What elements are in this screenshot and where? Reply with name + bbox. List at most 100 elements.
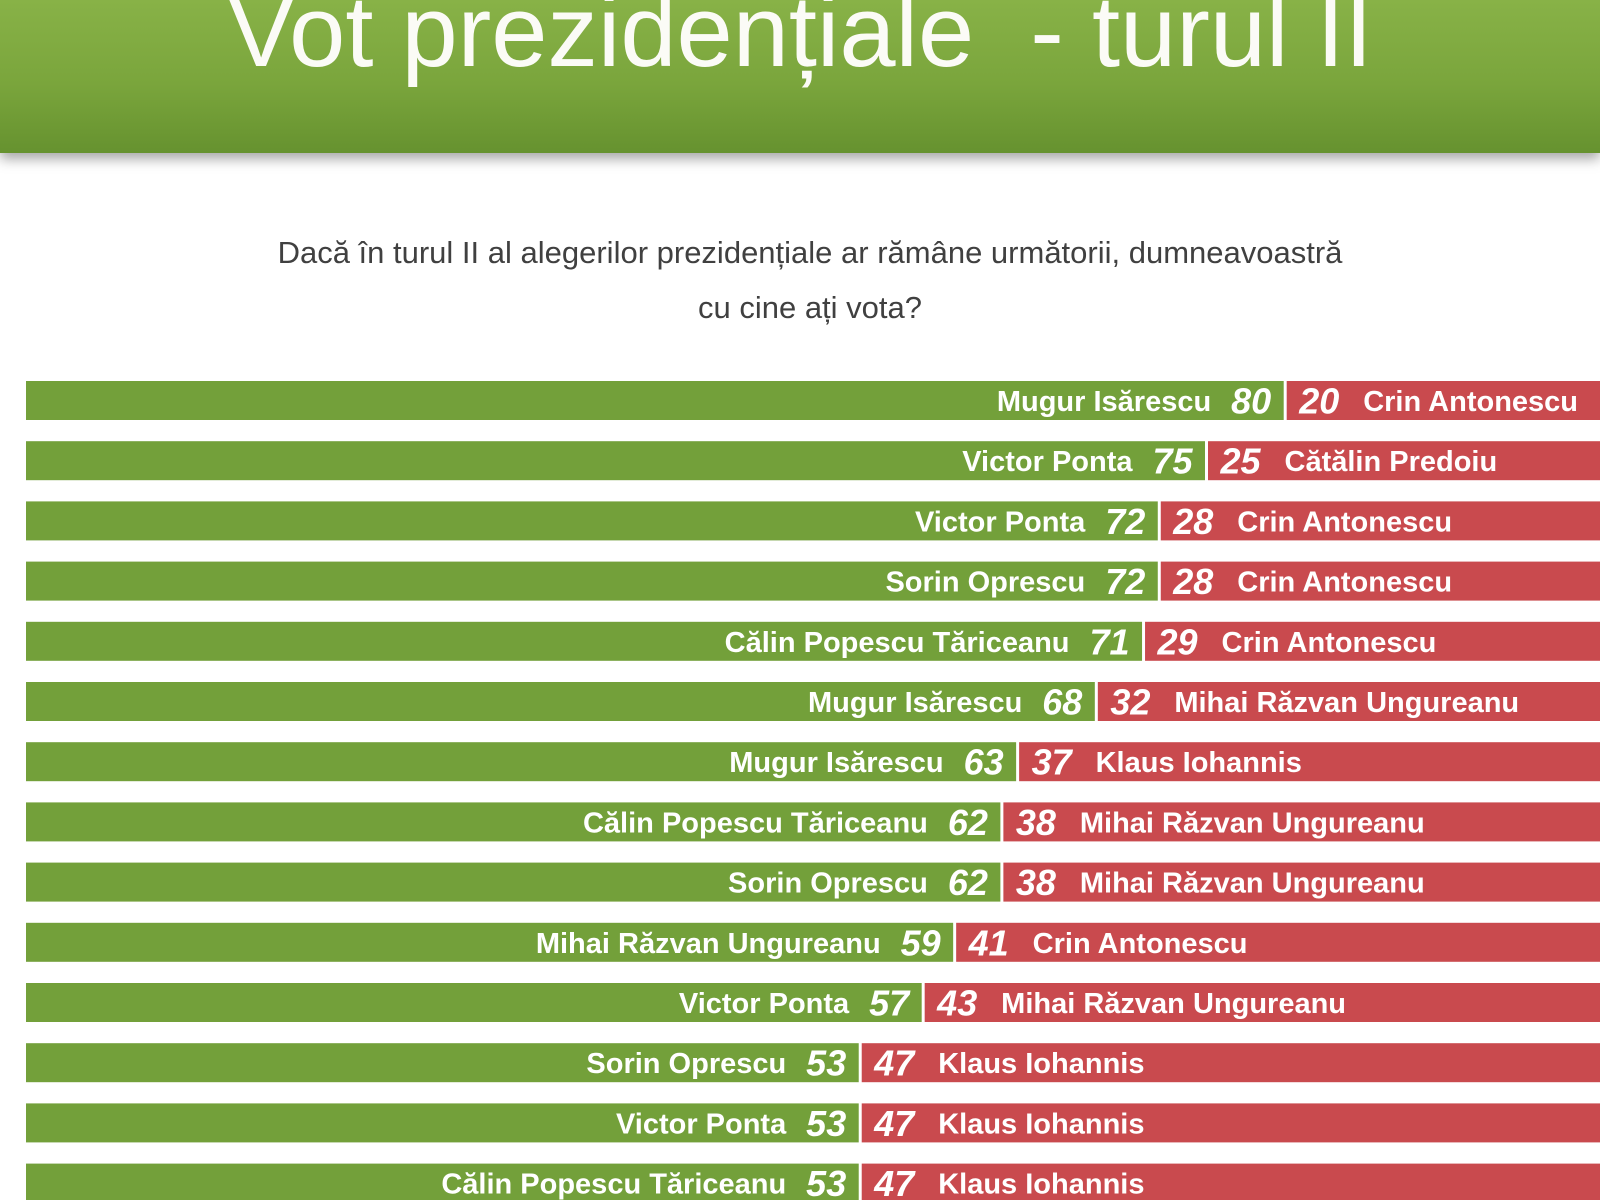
bar-segment-right bbox=[861, 1043, 1600, 1083]
bar-left-value-label: 80 bbox=[1231, 381, 1271, 422]
bar-right-candidate-label: Cătălin Predoiu bbox=[1285, 446, 1498, 478]
bar-right-candidate-label: Mihai Răzvan Ungureanu bbox=[1174, 687, 1519, 719]
bar-left-candidate-label: Victor Ponta bbox=[616, 1108, 787, 1140]
bar-row: Mugur Isărescu 68 32 Mihai Răzvan Ungureanu bbox=[26, 682, 1600, 723]
bar-right-candidate-label: Mihai Răzvan Ungureanu bbox=[1001, 988, 1346, 1020]
bar-segment-right bbox=[1160, 561, 1600, 601]
bar-segment-left bbox=[26, 742, 1017, 782]
bar-row: Sorin Oprescu 72 28 Crin Antonescu bbox=[26, 561, 1600, 602]
bar-segment-left bbox=[26, 922, 954, 962]
bar-left-candidate-label: Mugur Isărescu bbox=[997, 386, 1211, 418]
bar-segment-left bbox=[26, 381, 1284, 420]
bar-row: Călin Popescu Tăriceanu 53 47 Klaus Iohanni… bbox=[26, 1163, 1600, 1200]
bar-right-candidate-label: Klaus Iohannis bbox=[1096, 747, 1302, 779]
bar-right-value-label: 28 bbox=[1172, 561, 1213, 602]
bar-right-candidate-label: Crin Antonescu bbox=[1222, 627, 1437, 659]
bar-left-value-label: 72 bbox=[1105, 501, 1145, 542]
bar-left-value-label: 57 bbox=[869, 983, 911, 1024]
bar-left-candidate-label: Mihai Răzvan Ungureanu bbox=[536, 928, 881, 960]
bar-segment-right bbox=[1003, 862, 1600, 902]
bar-segment-right bbox=[1286, 381, 1600, 420]
bar-left-candidate-label: Călin Popescu Tăriceanu bbox=[583, 807, 928, 839]
bar-segment-right bbox=[1019, 742, 1600, 782]
bar-left-candidate-label: Călin Popescu Tăriceanu bbox=[441, 1169, 786, 1200]
bar-left-candidate-label: Mugur Isărescu bbox=[729, 747, 943, 779]
bar-right-candidate-label: Klaus Iohannis bbox=[938, 1108, 1144, 1140]
bar-segment-left bbox=[26, 561, 1158, 601]
bar-right-value-label: 37 bbox=[1032, 742, 1074, 783]
bar-segment-right bbox=[1208, 441, 1600, 481]
bar-row: Victor Ponta 72 28 Crin Antonescu bbox=[26, 501, 1600, 542]
bar-right-value-label: 43 bbox=[936, 983, 977, 1024]
bar-row: Călin Popescu Tăriceanu 71 29 Crin Antonesc… bbox=[26, 621, 1600, 662]
bar-left-value-label: 75 bbox=[1152, 441, 1193, 482]
bar-segment-left bbox=[26, 621, 1143, 661]
bar-left-candidate-label: Victor Ponta bbox=[679, 988, 850, 1020]
bar-right-value-label: 25 bbox=[1220, 441, 1262, 482]
subtitle-line-1: Dacă în turul II al alegerilor prezidenț… bbox=[277, 235, 1343, 270]
bar-left-value-label: 72 bbox=[1105, 561, 1145, 602]
bar-segment-left bbox=[26, 682, 1095, 721]
bar-segment-right bbox=[1160, 501, 1600, 541]
bar-left-value-label: 53 bbox=[806, 1163, 846, 1200]
bar-right-candidate-label: Crin Antonescu bbox=[1237, 567, 1452, 599]
bar-left-candidate-label: Sorin Oprescu bbox=[885, 567, 1085, 599]
bar-segment-right bbox=[1003, 802, 1600, 842]
bar-right-candidate-label: Klaus Iohannis bbox=[938, 1169, 1144, 1200]
bar-segment-right bbox=[1097, 682, 1600, 721]
bar-right-value-label: 20 bbox=[1298, 381, 1339, 422]
bar-segment-left bbox=[26, 1163, 859, 1200]
bar-right-candidate-label: Mihai Răzvan Ungureanu bbox=[1080, 868, 1425, 900]
bar-segment-left bbox=[26, 441, 1205, 481]
bar-right-value-label: 38 bbox=[1016, 802, 1056, 843]
bar-segment-left bbox=[26, 802, 1001, 842]
bar-segment-right bbox=[924, 983, 1600, 1022]
bar-left-candidate-label: Mugur Isărescu bbox=[808, 687, 1022, 719]
bar-left-value-label: 62 bbox=[948, 802, 988, 843]
bar-left-value-label: 53 bbox=[806, 1043, 846, 1084]
bar-right-value-label: 28 bbox=[1172, 501, 1213, 542]
bar-row: Mugur Isărescu 63 37 Klaus Iohannis bbox=[26, 742, 1600, 783]
subtitle-line-2: cu cine ați vota? bbox=[697, 290, 923, 325]
bar-left-candidate-label: Victor Ponta bbox=[915, 506, 1086, 538]
bar-left-value-label: 53 bbox=[806, 1103, 846, 1144]
bar-row: Mihai Răzvan Ungureanu 59 41 Crin Antonescu bbox=[26, 922, 1600, 963]
bar-row: Victor Ponta 53 47 Klaus Iohannis bbox=[26, 1103, 1600, 1144]
bar-right-candidate-label: Crin Antonescu bbox=[1363, 386, 1578, 418]
bar-right-value-label: 32 bbox=[1110, 682, 1150, 723]
bar-row: Călin Popescu Tăriceanu 62 38 Mihai Răzvan … bbox=[26, 802, 1600, 843]
bar-left-candidate-label: Victor Ponta bbox=[962, 446, 1133, 478]
bar-left-value-label: 68 bbox=[1042, 682, 1082, 723]
bar-segment-right bbox=[956, 922, 1600, 962]
bar-left-candidate-label: Sorin Oprescu bbox=[586, 1048, 786, 1080]
bar-segment-left bbox=[26, 862, 1001, 902]
bar-left-candidate-label: Călin Popescu Tăriceanu bbox=[725, 627, 1070, 659]
bar-row: Victor Ponta 75 25 Cătălin Predoiu bbox=[26, 441, 1600, 482]
bar-left-candidate-label: Sorin Oprescu bbox=[728, 868, 928, 900]
bar-row: Sorin Oprescu 53 47 Klaus Iohannis bbox=[26, 1043, 1600, 1084]
bar-segment-left bbox=[26, 501, 1158, 541]
bar-row: Victor Ponta 57 43 Mihai Răzvan Ungureanu bbox=[26, 983, 1600, 1024]
bar-right-value-label: 47 bbox=[873, 1043, 916, 1084]
bar-segment-right bbox=[861, 1103, 1600, 1143]
bar-row: Sorin Oprescu 62 38 Mihai Răzvan Ungureanu bbox=[26, 862, 1600, 903]
bar-segment-left bbox=[26, 1043, 859, 1083]
bar-right-candidate-label: Crin Antonescu bbox=[1033, 928, 1248, 960]
bar-right-value-label: 47 bbox=[873, 1163, 916, 1200]
bar-row: Mugur Isărescu 80 20 Crin Antonescu bbox=[26, 381, 1600, 422]
bar-right-candidate-label: Klaus Iohannis bbox=[938, 1048, 1144, 1080]
bar-left-value-label: 71 bbox=[1089, 621, 1129, 662]
bar-right-value-label: 47 bbox=[873, 1103, 916, 1144]
bar-segment-right bbox=[1145, 621, 1600, 661]
title-banner: Vot prezidențiale - turul II bbox=[0, 0, 1600, 153]
bar-left-value-label: 62 bbox=[948, 862, 988, 903]
bar-right-value-label: 38 bbox=[1016, 862, 1056, 903]
bar-right-candidate-label: Mihai Răzvan Ungureanu bbox=[1080, 807, 1425, 839]
bar-right-value-label: 41 bbox=[968, 922, 1009, 963]
bar-segment-left bbox=[26, 983, 922, 1022]
bar-segment-right bbox=[861, 1163, 1600, 1200]
chart-subtitle: Dacă în turul II al alegerilor prezidenț… bbox=[0, 225, 1600, 335]
bar-segment-left bbox=[26, 1103, 859, 1143]
bar-left-value-label: 59 bbox=[901, 922, 941, 963]
